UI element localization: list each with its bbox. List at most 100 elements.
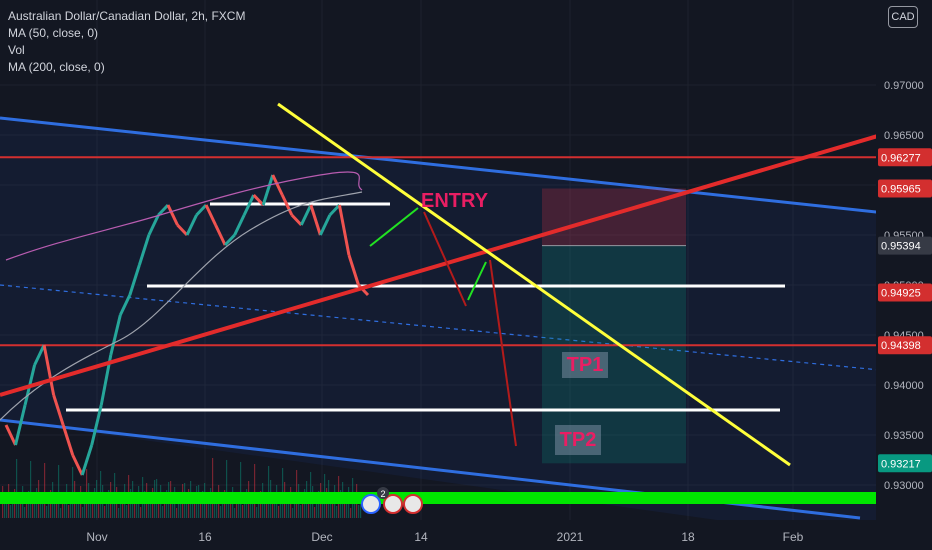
- volume-bar-114: [230, 495, 232, 518]
- volume-bar-96: [194, 494, 196, 518]
- x-tick-label-2: Dec: [311, 530, 332, 544]
- time-axis[interactable]: Nov 16 Dec 14 2021 18 Feb: [0, 520, 932, 550]
- price-segment-18: [166, 204, 179, 226]
- volume-bar-15: [32, 504, 34, 518]
- x-tick-label-0: Nov: [86, 530, 107, 544]
- volume-bar-178: [358, 505, 360, 518]
- volume-bar-99: [200, 499, 202, 518]
- volume-bar-142: [286, 503, 288, 518]
- price-axis[interactable]: 0.970000.965000.960000.955000.950000.945…: [876, 0, 932, 550]
- volume-bar-113: [228, 503, 230, 518]
- price-segment-2: [14, 404, 27, 446]
- volume-bar-92: [186, 497, 188, 518]
- symbol-title[interactable]: Australian Dollar/Canadian Dollar, 2h, F…: [8, 9, 246, 23]
- price-segment-4: [33, 344, 46, 366]
- volume-bar-80: [162, 506, 164, 518]
- volume-bar-176: [354, 492, 356, 518]
- trend-drawings: [0, 102, 932, 467]
- volume-bar-16: [34, 496, 36, 518]
- volume-bar-106: [214, 501, 216, 518]
- price-tag-bg-0: [878, 148, 932, 167]
- volume-bar-2: [6, 492, 8, 518]
- volume-bar-5: [12, 497, 14, 518]
- volume-bar-165: [332, 493, 334, 518]
- x-tick-label-5: 18: [681, 530, 695, 544]
- price-segment-14: [128, 264, 141, 296]
- price-segment-23: [214, 224, 227, 246]
- price-segment-29: [271, 174, 284, 196]
- volume-bar-172: [346, 495, 348, 518]
- volume-bar-19: [40, 501, 42, 518]
- volume-bar-135: [272, 501, 274, 518]
- channel-upper-line: [0, 116, 932, 220]
- volume-bar-23: [48, 498, 50, 518]
- price-segment-17: [157, 203, 170, 217]
- y-tick-label-8: 0.93000: [884, 480, 924, 492]
- price-tag-2: 0.95394: [881, 241, 921, 253]
- price-segment-22: [204, 204, 217, 226]
- volume-bar-121: [244, 497, 246, 518]
- x-tick-label-4: 2021: [557, 530, 584, 544]
- price-tag-bg-4: [878, 336, 932, 355]
- volume-bar-20: [42, 493, 44, 518]
- price-segment-31: [290, 213, 303, 227]
- indicator-ma200[interactable]: MA (200, close, 0): [8, 60, 105, 74]
- volume-bar-14: [30, 461, 32, 518]
- price-tag-5: 0.93217: [881, 458, 921, 470]
- volume-bar-41: [84, 499, 86, 518]
- y-tick-label-7: 0.93500: [884, 430, 924, 442]
- y-tick-label-6: 0.94000: [884, 380, 924, 392]
- price-segment-30: [280, 194, 294, 216]
- ca-flag-badge-2: [403, 494, 423, 514]
- volume-bar-117: [236, 500, 238, 518]
- volume-bar-22: [46, 506, 48, 518]
- event-count-badge: [377, 487, 389, 499]
- currency-button[interactable]: CAD: [888, 6, 918, 28]
- volume-bar-138: [278, 506, 280, 518]
- ma50-line: [5, 171, 363, 261]
- x-tick-label-6: Feb: [783, 530, 804, 544]
- volume-bar-110: [222, 498, 224, 518]
- price-segment-27: [252, 193, 265, 207]
- event-badges[interactable]: 2: [361, 487, 423, 514]
- volume-bar-81: [164, 498, 166, 518]
- price-segment-33: [309, 204, 322, 236]
- indicator-ma50[interactable]: MA (50, close, 0): [8, 26, 99, 40]
- au-flag-badge: [361, 494, 381, 514]
- volume-bar-127: [256, 507, 258, 518]
- volume-bar-102: [206, 504, 208, 518]
- indicator-vol[interactable]: Vol: [8, 43, 25, 57]
- chart-legend: Australian Dollar/Canadian Dollar, 2h, F…: [8, 8, 245, 76]
- volume-bar-26: [54, 503, 56, 518]
- horizontal-levels: [0, 156, 876, 504]
- price-segment-15: [137, 234, 151, 266]
- volume-bar-9: [20, 494, 22, 518]
- price-segment-26: [242, 194, 256, 216]
- price-tag-3: 0.94925: [881, 288, 921, 300]
- volume-bar-153: [308, 502, 310, 518]
- price-segment-32: [299, 204, 313, 226]
- event-count-text: 2: [380, 489, 385, 499]
- volume-bar-62: [126, 505, 128, 518]
- volume-bar-179: [360, 497, 362, 518]
- price-segment-37: [347, 254, 360, 286]
- green-arrow-1: [369, 207, 419, 247]
- x-tick-label-3: 14: [414, 530, 428, 544]
- volume-bar-34: [70, 497, 72, 518]
- volume-bar-8: [18, 502, 20, 518]
- price-segment-38: [357, 283, 370, 297]
- price-segment-24: [224, 233, 236, 247]
- volume-bar-31: [64, 492, 66, 518]
- y-tick-label-0: 0.97000: [884, 80, 924, 92]
- tp2-label: TP2: [555, 425, 601, 455]
- yellow-falling-trendline: [277, 102, 791, 467]
- volume-bar-33: [68, 505, 70, 518]
- volume-bar-7: [16, 459, 18, 518]
- volume-bar-158: [318, 491, 320, 518]
- price-segment-6: [52, 394, 65, 426]
- ca-flag-badge-1: [383, 494, 403, 514]
- volume-bar-145: [292, 508, 294, 518]
- price-tag-1: 0.95965: [881, 184, 921, 196]
